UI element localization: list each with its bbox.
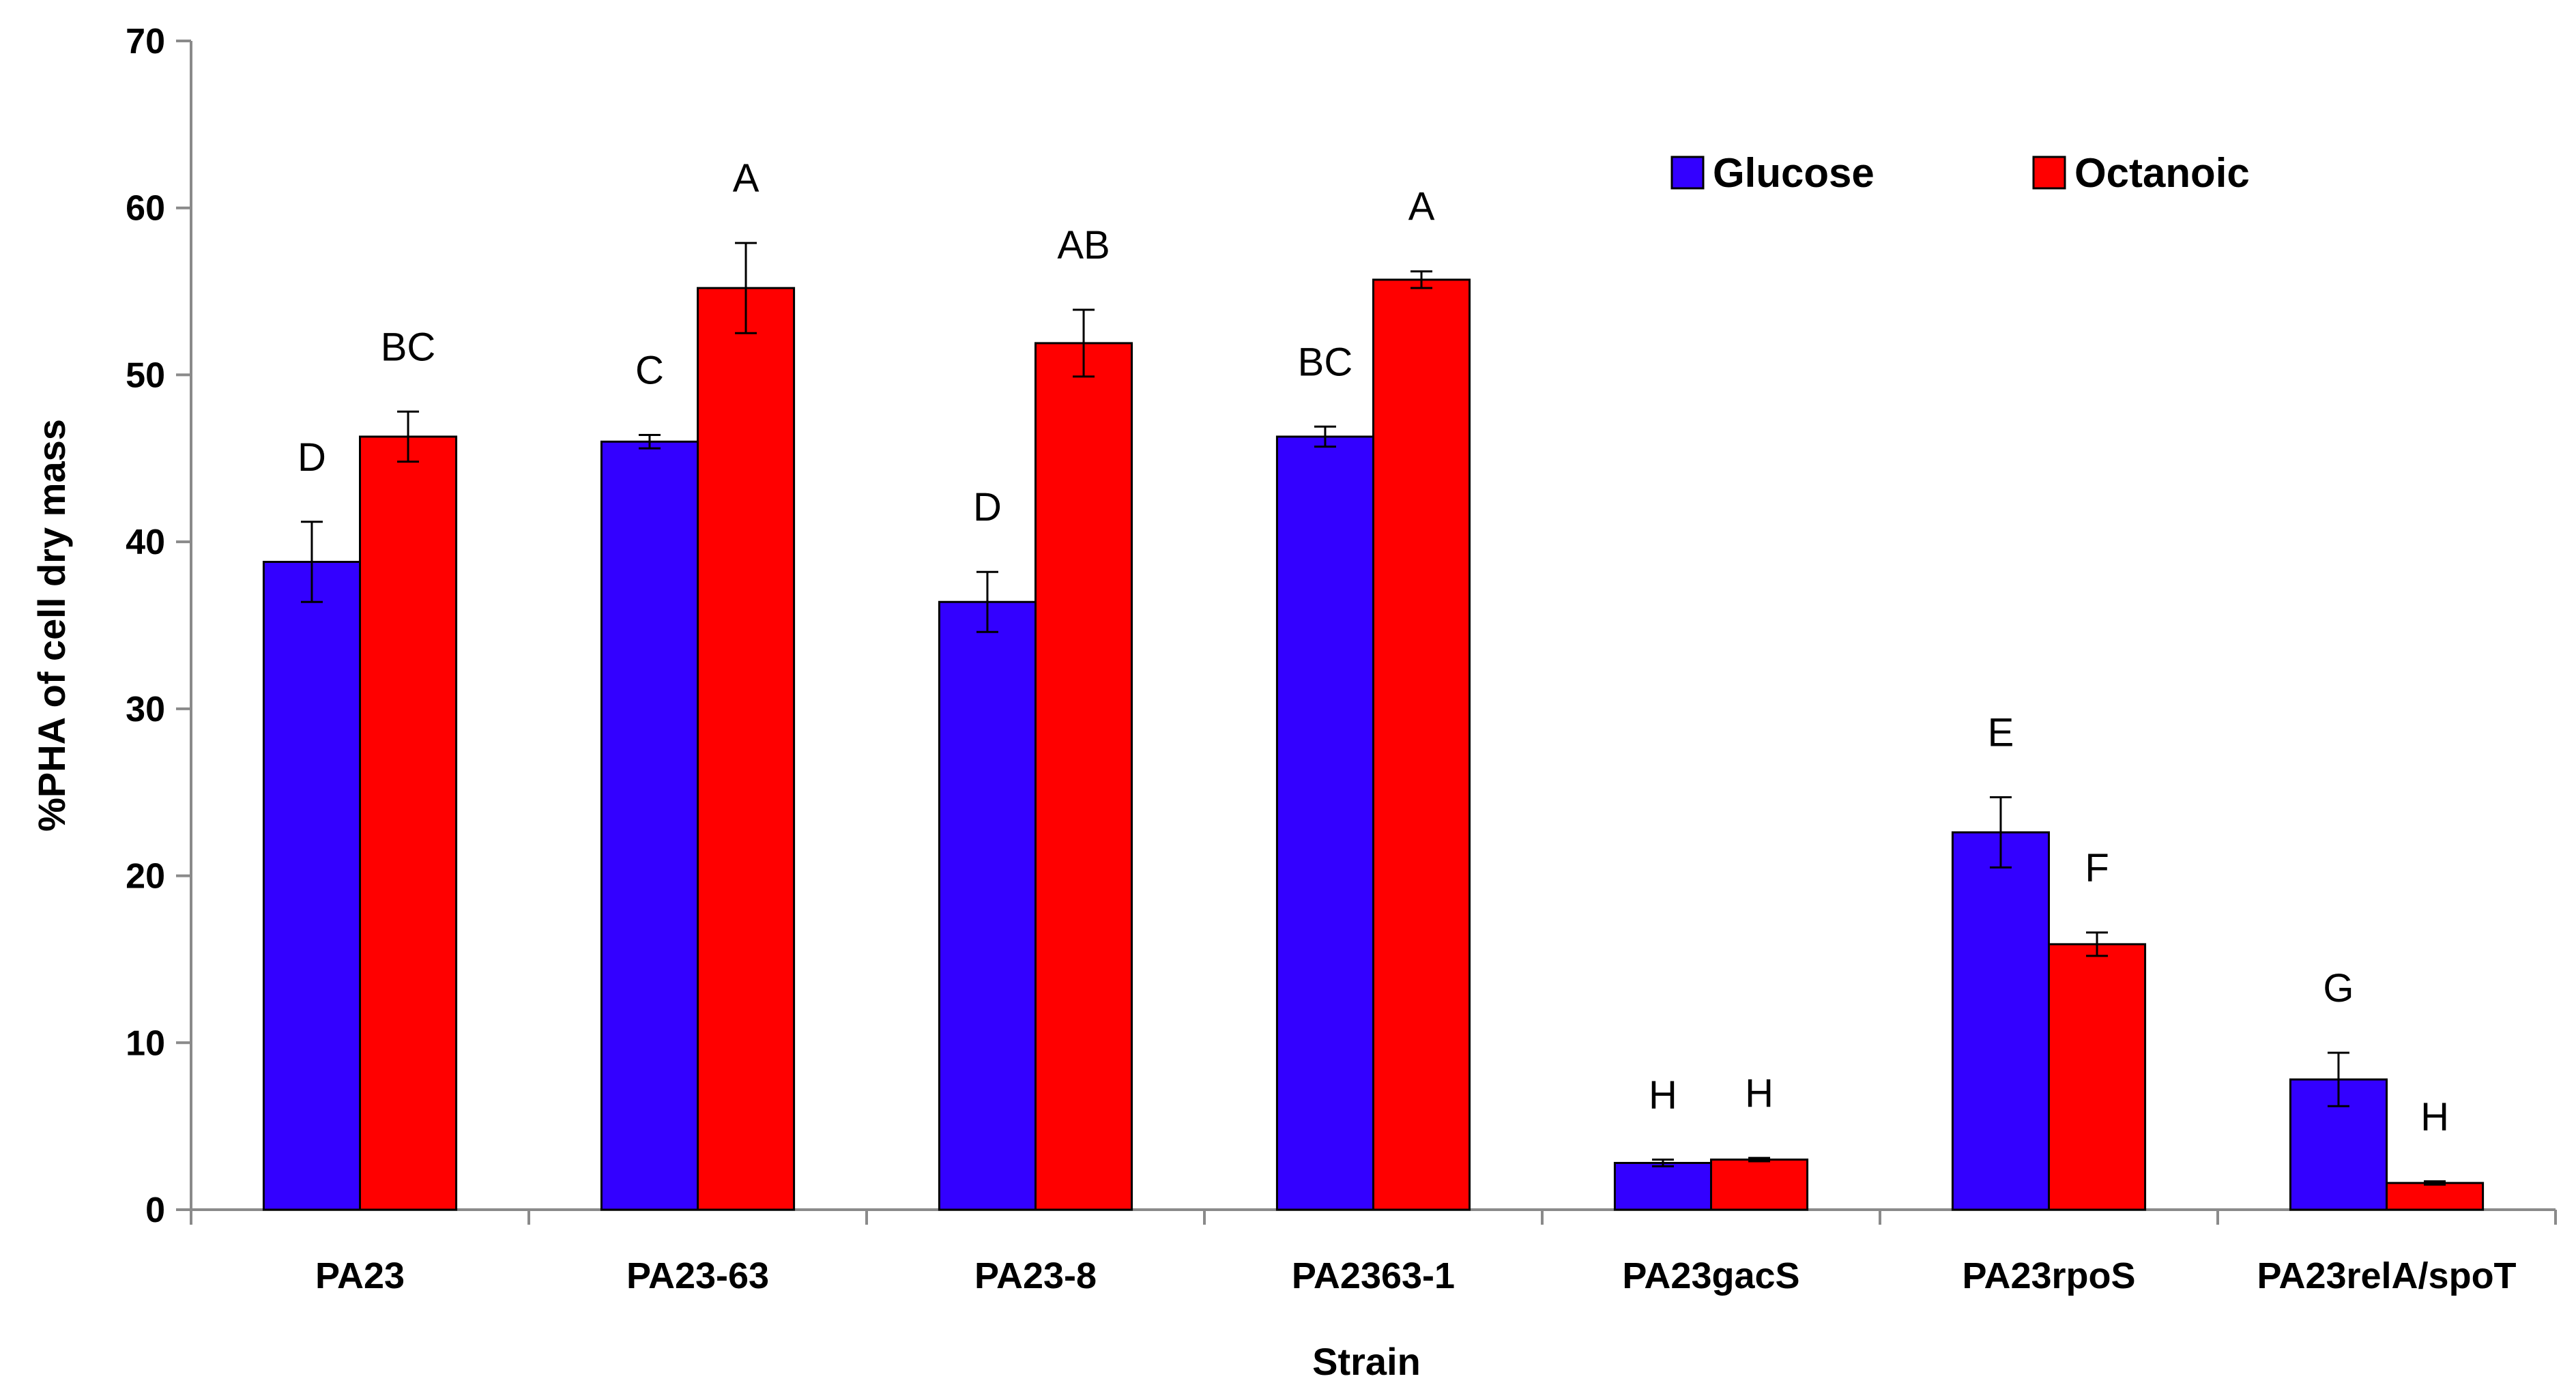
x-tick-label: PA23 (315, 1255, 405, 1296)
y-tick-label: 20 (126, 857, 165, 897)
y-tick-label: 70 (126, 22, 165, 61)
significance-label: A (1408, 185, 1435, 229)
x-tick-label: PA2363-1 (1292, 1255, 1455, 1296)
y-tick-label: 30 (126, 690, 165, 729)
x-tick-label: PA23gacS (1622, 1255, 1799, 1296)
x-axis-title: Strain (1312, 1340, 1421, 1383)
legend-label-glucose: Glucose (1713, 150, 1875, 196)
significance-label: BC (381, 325, 436, 369)
x-tick-label: PA23rpoS (1962, 1255, 2135, 1296)
bar-glucose (600, 440, 699, 1211)
y-tick-label: 0 (145, 1191, 165, 1230)
significance-label: E (1988, 711, 2014, 755)
y-axis-title: %PHA of cell dry mass (30, 419, 73, 832)
bar-octanoic (359, 435, 458, 1211)
significance-label: C (635, 349, 664, 393)
bar-octanoic (2386, 1182, 2485, 1211)
labels-layer: D C D BC H E G BC A AB A H F H (298, 156, 2449, 1139)
bar-octanoic (1372, 278, 1471, 1211)
axes-layer: 0 10 20 30 40 50 60 70 PA23 PA23-63 PA23-8 PA2363-1… (30, 22, 2557, 1383)
bars-layer (262, 242, 2485, 1211)
legend-swatch-octanoic (2032, 156, 2066, 190)
x-tick-label: PA23-8 (974, 1255, 1097, 1296)
y-tick-label: 40 (126, 523, 165, 562)
bar-octanoic (1710, 1159, 1809, 1211)
significance-label: H (1745, 1071, 1774, 1116)
bar-glucose (1951, 831, 2051, 1211)
significance-label: AB (1057, 223, 1110, 267)
significance-label: A (733, 156, 759, 201)
bar-glucose (938, 600, 1037, 1211)
bar-octanoic (1034, 342, 1133, 1211)
y-tick-label: 10 (126, 1023, 165, 1063)
x-tick-label: PA23-63 (626, 1255, 769, 1296)
significance-label: D (973, 485, 1002, 529)
significance-label: F (2085, 846, 2109, 890)
legend-swatch-glucose (1670, 156, 1705, 190)
bar-octanoic (2048, 943, 2147, 1211)
bar-octanoic (697, 287, 796, 1211)
significance-label: BC (1298, 340, 1353, 384)
bar-glucose (262, 561, 361, 1211)
y-tick-label: 50 (126, 355, 165, 395)
y-tick-label: 60 (126, 189, 165, 229)
significance-label: G (2323, 966, 2354, 1010)
significance-label: H (2420, 1094, 2449, 1139)
bar-glucose (1613, 1161, 1713, 1211)
bar-glucose (1275, 435, 1375, 1211)
legend-label-octanoic: Octanoic (2074, 150, 2250, 196)
x-tick-label: PA23relA/spoT (2257, 1255, 2516, 1296)
legend: Glucose Octanoic (1670, 150, 2250, 196)
significance-label: H (1649, 1073, 1677, 1118)
significance-label: D (298, 435, 326, 480)
